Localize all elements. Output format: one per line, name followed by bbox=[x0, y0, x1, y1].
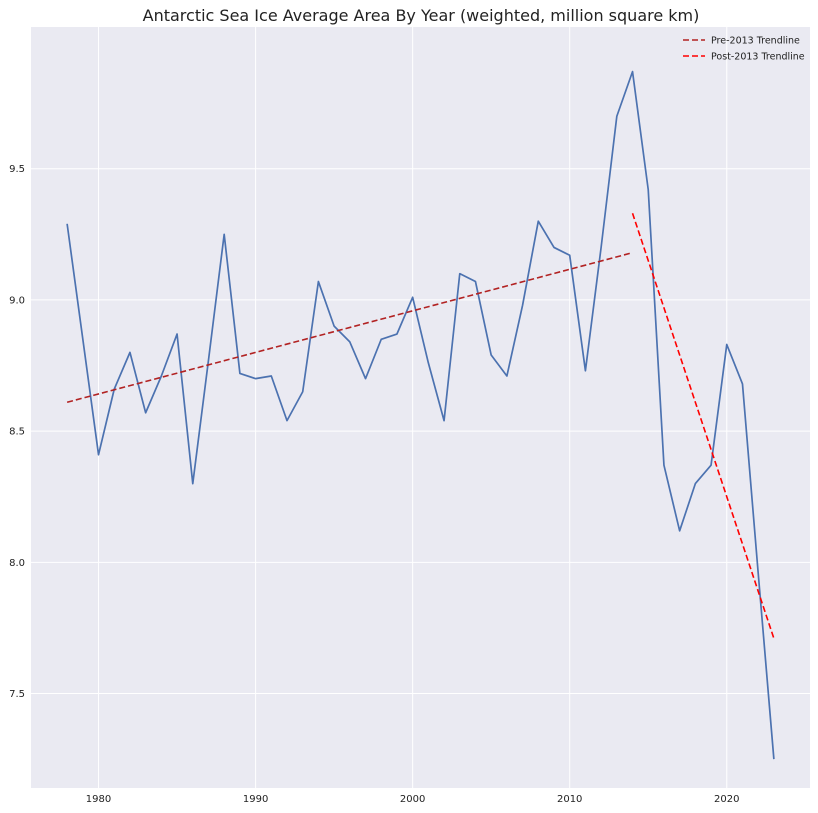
y-tick-label: 7.5 bbox=[9, 689, 25, 700]
y-tick-label: 9.0 bbox=[9, 295, 25, 306]
plot-area bbox=[31, 27, 810, 788]
sea-ice-area-line bbox=[66, 70, 775, 760]
x-tick-label: 2020 bbox=[714, 794, 739, 805]
y-tick-label: 8.5 bbox=[9, 427, 25, 438]
legend-label: Pre-2013 Trendline bbox=[711, 36, 800, 47]
chart-title: Antarctic Sea Ice Average Area By Year (… bbox=[143, 6, 700, 25]
y-tick-labels: 7.5 8.0 8.5 9.0 9.5 bbox=[9, 164, 25, 700]
y-tick-label: 9.5 bbox=[9, 164, 25, 175]
x-tick-label: 2010 bbox=[557, 794, 582, 805]
legend: Pre-2013 Trendline Post-2013 Trendline bbox=[683, 36, 805, 63]
y-tick-label: 8.0 bbox=[9, 558, 25, 569]
gridlines bbox=[31, 27, 810, 788]
x-tick-label: 1980 bbox=[86, 794, 111, 805]
x-tick-labels: 1980 1990 2000 2010 2020 bbox=[86, 794, 740, 805]
x-tick-label: 1990 bbox=[243, 794, 268, 805]
series-layer bbox=[66, 70, 775, 760]
post-2013-trendline-line bbox=[631, 213, 775, 639]
pre-2013-trendline-line bbox=[66, 251, 633, 404]
x-tick-label: 2000 bbox=[400, 794, 425, 805]
legend-label: Post-2013 Trendline bbox=[711, 52, 805, 63]
